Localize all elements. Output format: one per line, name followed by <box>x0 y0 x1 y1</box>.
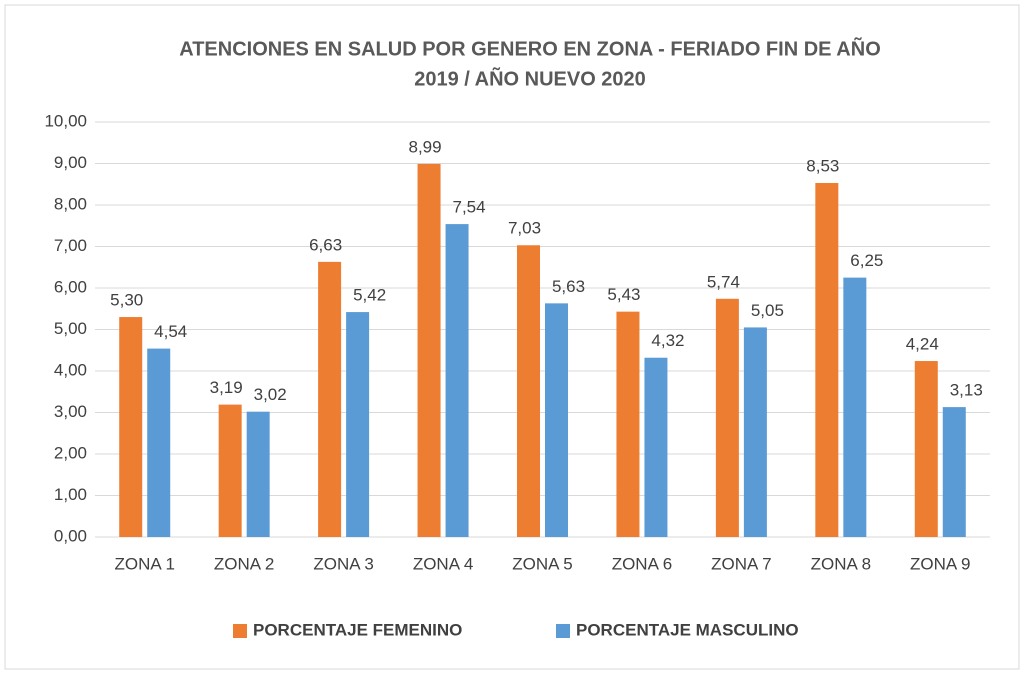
bar <box>445 224 469 537</box>
x-tick-label: ZONA 2 <box>214 554 274 573</box>
y-tick-label: 7,00 <box>54 236 87 255</box>
bar <box>743 327 767 537</box>
chart-title: 2019 / AÑO NUEVO 2020 <box>414 67 646 90</box>
y-tick-label: 9,00 <box>54 153 87 172</box>
legend-label: PORCENTAJE FEMENINO <box>253 620 462 639</box>
bar <box>119 317 143 537</box>
y-tick-label: 10,00 <box>44 111 87 130</box>
y-tick-label: 4,00 <box>54 360 87 379</box>
data-label: 6,63 <box>309 235 342 254</box>
x-tick-label: ZONA 7 <box>711 554 771 573</box>
data-label: 4,32 <box>651 331 684 350</box>
x-tick-label: ZONA 8 <box>811 554 871 573</box>
data-label: 5,42 <box>353 286 386 305</box>
y-tick-label: 8,00 <box>54 194 87 213</box>
bar <box>417 163 441 538</box>
data-label: 3,02 <box>254 385 287 404</box>
bar <box>815 183 839 537</box>
x-tick-label: ZONA 3 <box>313 554 373 573</box>
data-label: 5,05 <box>751 301 784 320</box>
x-tick-label: ZONA 5 <box>512 554 572 573</box>
y-tick-label: 5,00 <box>54 319 87 338</box>
data-label: 5,43 <box>607 285 640 304</box>
bar <box>914 361 938 537</box>
bar <box>942 407 966 537</box>
y-tick-label: 6,00 <box>54 277 87 296</box>
bar <box>147 348 171 537</box>
data-label: 4,54 <box>154 322 187 341</box>
data-label: 8,99 <box>409 137 442 156</box>
y-tick-label: 3,00 <box>54 402 87 421</box>
x-tick-label: ZONA 1 <box>114 554 174 573</box>
data-label: 3,13 <box>950 381 983 400</box>
data-label: 3,19 <box>210 378 243 397</box>
y-tick-label: 2,00 <box>54 443 87 462</box>
legend-swatch <box>233 624 247 638</box>
legend-swatch <box>556 624 570 638</box>
y-tick-label: 0,00 <box>54 526 87 545</box>
bar <box>517 245 540 537</box>
bar <box>644 357 668 537</box>
x-tick-label: ZONA 9 <box>910 554 970 573</box>
data-label: 5,74 <box>707 272 740 291</box>
x-tick-label: ZONA 6 <box>612 554 672 573</box>
bar <box>246 411 270 537</box>
bar <box>843 277 867 537</box>
data-label: 5,30 <box>110 291 143 310</box>
x-tick-label: ZONA 4 <box>413 554 473 573</box>
data-label: 7,54 <box>453 198 486 217</box>
y-tick-label: 1,00 <box>54 485 87 504</box>
legend-label: PORCENTAJE MASCULINO <box>576 620 799 639</box>
bar <box>346 312 370 537</box>
chart-title: ATENCIONES EN SALUD POR GENERO EN ZONA -… <box>179 37 881 60</box>
bar <box>318 261 342 537</box>
bar <box>218 404 242 537</box>
data-label: 4,24 <box>906 335 939 354</box>
bar <box>715 298 739 537</box>
bar <box>616 311 640 537</box>
bar <box>545 303 568 537</box>
data-label: 6,25 <box>850 251 883 270</box>
data-label: 8,53 <box>806 156 839 175</box>
data-label: 5,63 <box>552 277 585 296</box>
data-label: 7,03 <box>508 219 541 238</box>
